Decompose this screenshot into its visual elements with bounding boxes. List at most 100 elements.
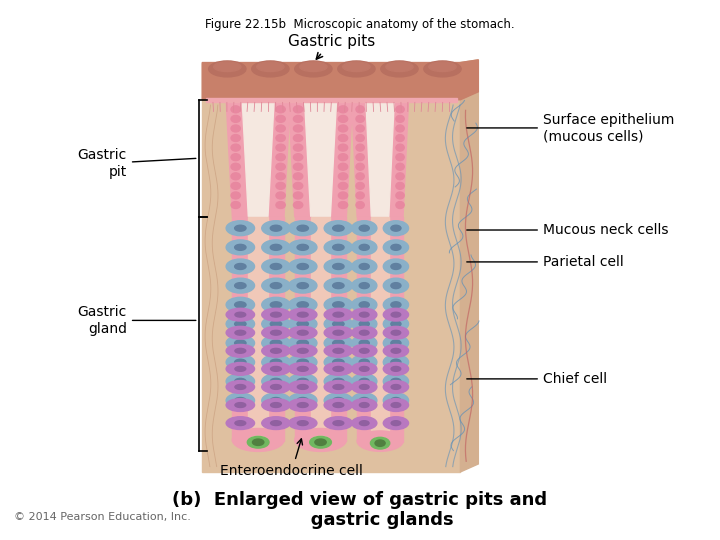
Ellipse shape bbox=[356, 144, 364, 151]
Ellipse shape bbox=[294, 144, 302, 151]
Ellipse shape bbox=[276, 144, 285, 151]
Ellipse shape bbox=[351, 399, 377, 411]
Ellipse shape bbox=[226, 399, 255, 411]
Ellipse shape bbox=[359, 302, 369, 308]
Ellipse shape bbox=[351, 362, 377, 375]
Ellipse shape bbox=[391, 348, 401, 353]
Ellipse shape bbox=[235, 330, 246, 335]
Ellipse shape bbox=[333, 340, 344, 346]
Ellipse shape bbox=[289, 259, 317, 274]
Ellipse shape bbox=[235, 421, 246, 426]
Ellipse shape bbox=[359, 397, 369, 403]
Ellipse shape bbox=[351, 316, 377, 332]
Polygon shape bbox=[242, 100, 274, 217]
Polygon shape bbox=[226, 100, 248, 217]
Ellipse shape bbox=[391, 302, 401, 308]
Ellipse shape bbox=[351, 355, 377, 370]
Ellipse shape bbox=[383, 298, 408, 312]
Ellipse shape bbox=[391, 367, 401, 372]
Ellipse shape bbox=[249, 436, 267, 443]
Ellipse shape bbox=[359, 245, 369, 251]
Ellipse shape bbox=[383, 278, 408, 293]
Ellipse shape bbox=[391, 264, 401, 269]
Ellipse shape bbox=[333, 225, 344, 231]
Ellipse shape bbox=[396, 192, 404, 199]
Ellipse shape bbox=[300, 62, 327, 72]
Ellipse shape bbox=[289, 240, 317, 255]
Ellipse shape bbox=[289, 362, 317, 375]
Ellipse shape bbox=[270, 302, 282, 308]
Ellipse shape bbox=[333, 312, 343, 317]
Ellipse shape bbox=[359, 264, 369, 269]
Ellipse shape bbox=[297, 421, 308, 426]
Ellipse shape bbox=[297, 384, 308, 389]
Ellipse shape bbox=[429, 62, 456, 72]
Ellipse shape bbox=[289, 278, 317, 293]
Ellipse shape bbox=[383, 326, 408, 339]
Ellipse shape bbox=[396, 116, 404, 123]
Ellipse shape bbox=[270, 397, 282, 403]
Ellipse shape bbox=[383, 221, 408, 235]
Ellipse shape bbox=[338, 144, 348, 151]
Polygon shape bbox=[202, 60, 478, 100]
Ellipse shape bbox=[351, 308, 377, 321]
Polygon shape bbox=[202, 63, 460, 472]
Ellipse shape bbox=[297, 245, 308, 251]
Ellipse shape bbox=[324, 393, 353, 408]
Ellipse shape bbox=[372, 438, 388, 444]
Ellipse shape bbox=[294, 61, 332, 77]
Ellipse shape bbox=[359, 348, 369, 353]
Polygon shape bbox=[460, 60, 478, 472]
Ellipse shape bbox=[338, 134, 348, 141]
Ellipse shape bbox=[262, 362, 290, 375]
Ellipse shape bbox=[235, 321, 246, 327]
Ellipse shape bbox=[351, 278, 377, 293]
Ellipse shape bbox=[226, 362, 255, 375]
Ellipse shape bbox=[383, 335, 408, 350]
Ellipse shape bbox=[333, 321, 344, 327]
Ellipse shape bbox=[262, 240, 290, 255]
Ellipse shape bbox=[297, 359, 308, 365]
Ellipse shape bbox=[294, 134, 302, 141]
Ellipse shape bbox=[297, 397, 308, 403]
Ellipse shape bbox=[356, 163, 364, 170]
Ellipse shape bbox=[297, 403, 308, 408]
Ellipse shape bbox=[424, 61, 461, 77]
Ellipse shape bbox=[294, 106, 302, 113]
Ellipse shape bbox=[226, 326, 255, 339]
Ellipse shape bbox=[324, 240, 353, 255]
Ellipse shape bbox=[276, 201, 285, 208]
Ellipse shape bbox=[391, 340, 401, 346]
Ellipse shape bbox=[351, 381, 377, 393]
Polygon shape bbox=[311, 217, 330, 441]
Ellipse shape bbox=[276, 163, 285, 170]
Ellipse shape bbox=[276, 154, 285, 160]
Ellipse shape bbox=[359, 359, 369, 365]
Ellipse shape bbox=[231, 134, 240, 141]
Ellipse shape bbox=[262, 326, 290, 339]
Ellipse shape bbox=[356, 116, 364, 123]
Ellipse shape bbox=[294, 163, 302, 170]
Ellipse shape bbox=[289, 381, 317, 393]
Ellipse shape bbox=[276, 106, 285, 113]
Ellipse shape bbox=[356, 125, 364, 132]
Ellipse shape bbox=[396, 173, 404, 180]
Text: Surface epithelium
(mucous cells): Surface epithelium (mucous cells) bbox=[467, 113, 674, 143]
Ellipse shape bbox=[324, 335, 353, 350]
Ellipse shape bbox=[383, 345, 408, 357]
Ellipse shape bbox=[333, 348, 343, 353]
Ellipse shape bbox=[262, 417, 290, 429]
Ellipse shape bbox=[294, 183, 302, 190]
Ellipse shape bbox=[338, 61, 375, 77]
Ellipse shape bbox=[359, 384, 369, 389]
Ellipse shape bbox=[235, 264, 246, 269]
Ellipse shape bbox=[391, 403, 401, 408]
Ellipse shape bbox=[315, 439, 326, 446]
Ellipse shape bbox=[383, 399, 408, 411]
Ellipse shape bbox=[226, 355, 255, 370]
Ellipse shape bbox=[324, 345, 353, 357]
Ellipse shape bbox=[231, 192, 240, 199]
Ellipse shape bbox=[338, 125, 348, 132]
Ellipse shape bbox=[297, 282, 308, 288]
Ellipse shape bbox=[294, 192, 302, 199]
